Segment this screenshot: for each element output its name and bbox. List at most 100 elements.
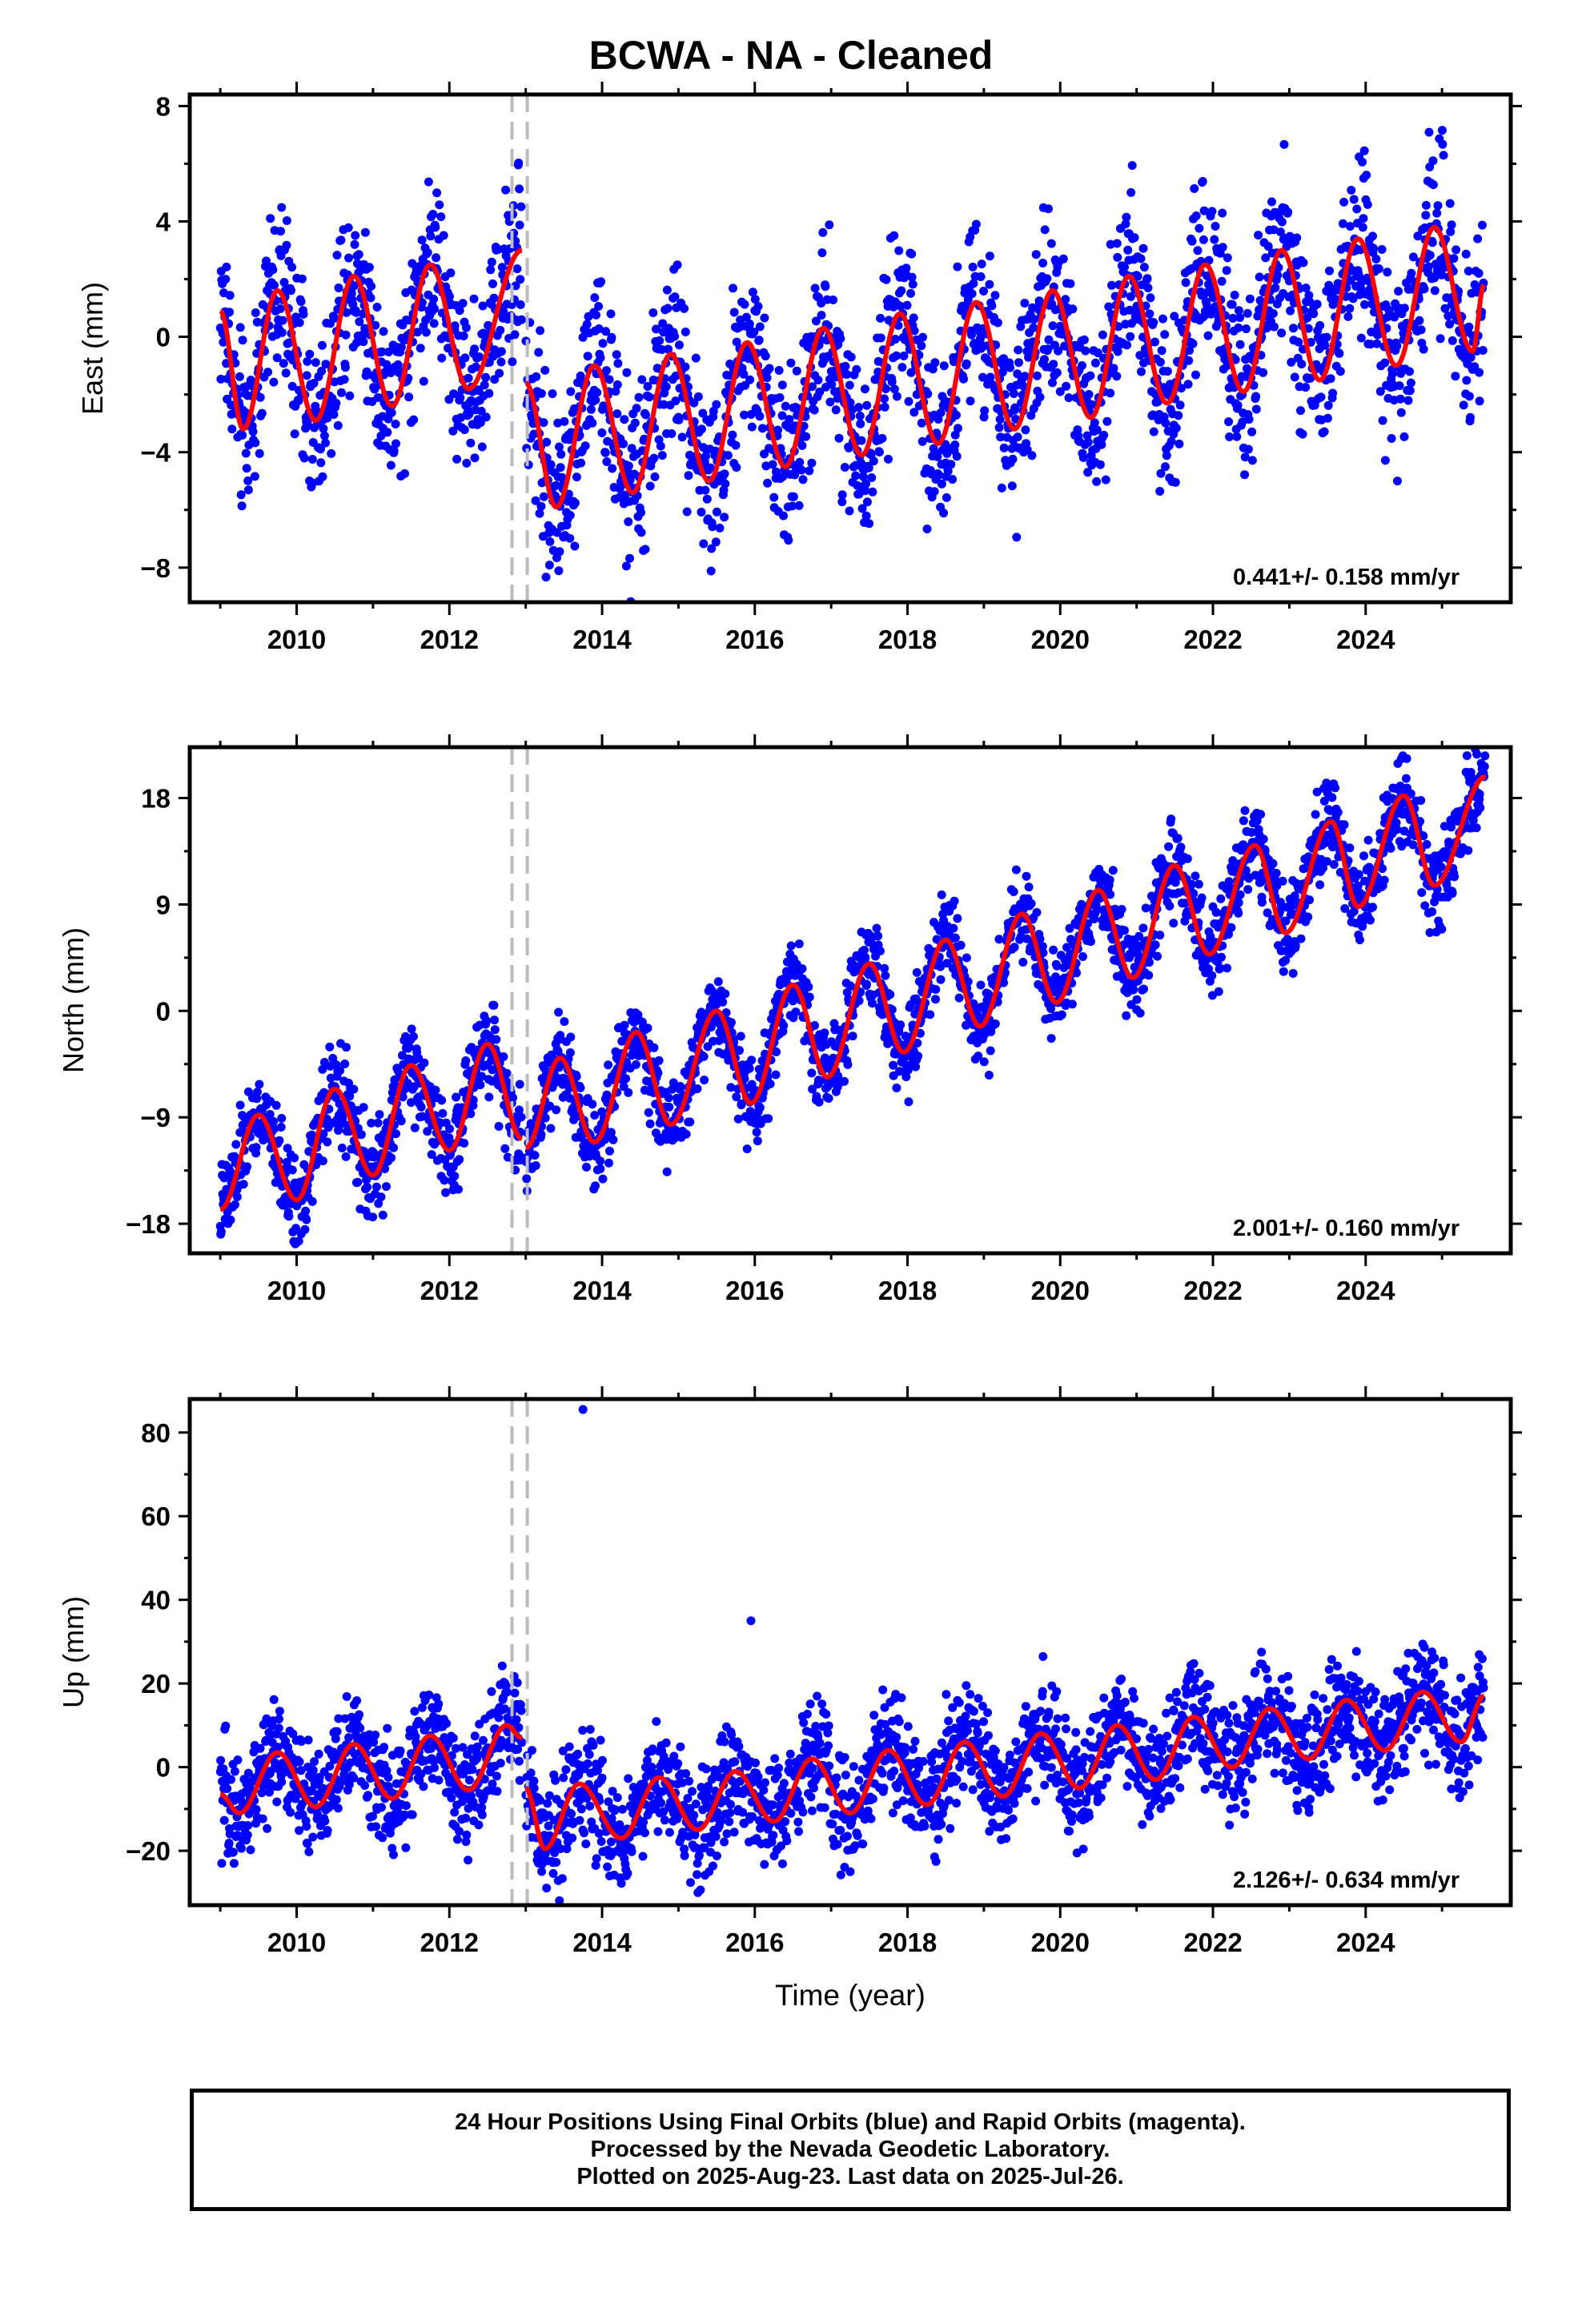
data-point xyxy=(555,442,564,452)
data-point xyxy=(845,398,855,408)
data-point xyxy=(349,1084,359,1094)
data-point xyxy=(1138,243,1148,253)
data-point xyxy=(699,539,709,549)
data-point xyxy=(1377,245,1387,254)
data-point xyxy=(933,452,942,461)
data-point xyxy=(1184,356,1194,365)
data-point xyxy=(1251,404,1261,414)
data-point xyxy=(967,330,976,340)
data-point xyxy=(382,1182,391,1192)
data-point xyxy=(942,493,951,502)
data-point xyxy=(591,1181,600,1191)
data-point xyxy=(371,320,380,330)
data-point xyxy=(490,1015,500,1025)
data-point xyxy=(1101,475,1110,485)
data-point xyxy=(1447,220,1456,230)
data-point xyxy=(768,460,777,469)
data-point xyxy=(1233,400,1243,410)
data-point xyxy=(794,501,804,510)
data-point xyxy=(302,1215,311,1224)
data-point xyxy=(596,277,605,287)
data-point xyxy=(436,212,446,222)
data-point xyxy=(1035,392,1045,402)
data-point xyxy=(1218,243,1227,252)
data-point xyxy=(297,274,307,283)
data-point xyxy=(481,372,491,382)
data-point xyxy=(514,1105,524,1115)
data-point xyxy=(684,471,693,480)
data-point xyxy=(398,1092,408,1102)
data-point xyxy=(1439,151,1448,160)
y-tick-label: 8 xyxy=(156,91,171,121)
data-point xyxy=(994,423,1004,432)
data-point xyxy=(380,1164,390,1173)
data-point xyxy=(670,332,680,341)
data-point xyxy=(723,451,733,460)
data-point xyxy=(954,424,962,433)
data-point xyxy=(416,1102,426,1112)
data-point xyxy=(651,1128,661,1138)
data-point xyxy=(673,260,682,270)
data-point xyxy=(246,376,255,385)
data-point xyxy=(1416,325,1426,335)
data-point xyxy=(680,304,689,313)
y-axis-label: East (mm) xyxy=(76,282,109,415)
data-point xyxy=(1461,249,1471,259)
data-point xyxy=(1044,204,1053,214)
data-point xyxy=(287,1165,297,1175)
data-point xyxy=(307,455,317,464)
data-point xyxy=(658,319,668,328)
data-point xyxy=(255,392,265,402)
data-point xyxy=(749,328,759,337)
data-point xyxy=(827,380,837,389)
data-point xyxy=(235,1100,245,1110)
data-point xyxy=(868,487,877,497)
data-point xyxy=(797,465,806,475)
data-point xyxy=(881,384,890,393)
data-point xyxy=(1428,156,1438,166)
data-point xyxy=(373,393,383,402)
data-point xyxy=(1090,418,1099,428)
data-point xyxy=(706,566,716,576)
data-point xyxy=(553,1047,563,1056)
data-point xyxy=(282,216,291,225)
data-point xyxy=(540,1113,550,1123)
data-point xyxy=(331,398,341,408)
data-point xyxy=(1058,254,1068,263)
data-point xyxy=(602,366,611,376)
data-point xyxy=(448,426,458,436)
data-point xyxy=(1437,270,1447,279)
data-point xyxy=(840,463,849,472)
data-point xyxy=(943,466,953,476)
data-point xyxy=(560,1017,569,1027)
data-point xyxy=(417,1112,427,1121)
data-point xyxy=(356,1130,366,1140)
data-point xyxy=(1160,330,1170,340)
data-point xyxy=(778,472,788,481)
data-point xyxy=(552,1105,561,1115)
data-point xyxy=(1466,352,1476,362)
data-point xyxy=(1421,200,1431,210)
data-point xyxy=(368,1212,378,1222)
data-point xyxy=(825,397,835,407)
data-point xyxy=(1338,219,1347,228)
data-point xyxy=(1014,358,1023,368)
data-point xyxy=(1007,481,1017,491)
model-curve xyxy=(219,247,524,432)
data-point xyxy=(546,1124,556,1133)
data-point xyxy=(1274,263,1283,272)
data-point xyxy=(1126,187,1136,197)
data-point xyxy=(1369,243,1378,253)
data-point xyxy=(897,363,907,372)
data-point xyxy=(597,428,607,437)
data-point xyxy=(316,458,326,468)
data-point xyxy=(606,309,616,319)
data-point xyxy=(962,359,971,368)
data-point xyxy=(1170,477,1180,487)
data-point xyxy=(1466,412,1475,422)
data-point xyxy=(1259,368,1268,377)
data-point xyxy=(1090,358,1100,368)
data-point xyxy=(546,460,556,469)
data-point xyxy=(236,490,246,500)
data-point xyxy=(1387,369,1397,379)
